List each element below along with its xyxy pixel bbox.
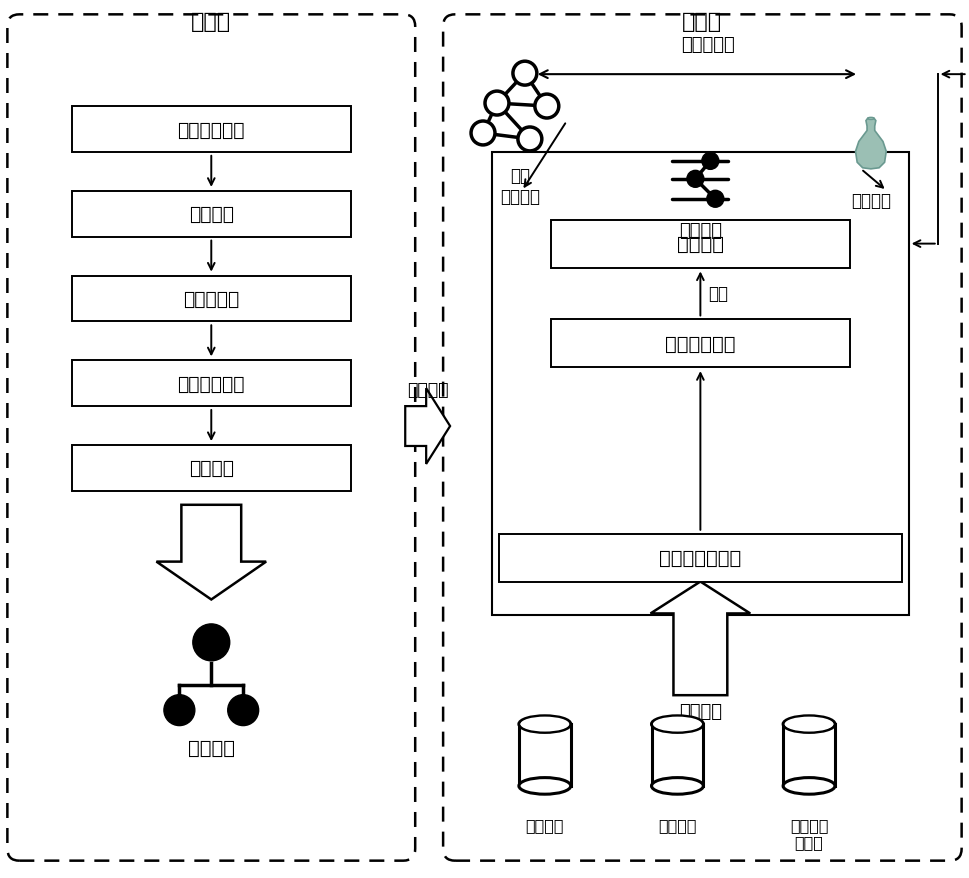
Ellipse shape xyxy=(653,716,702,731)
Text: 本体建模: 本体建模 xyxy=(189,205,234,224)
Ellipse shape xyxy=(651,716,703,732)
Circle shape xyxy=(535,95,559,119)
Ellipse shape xyxy=(519,716,571,732)
Ellipse shape xyxy=(520,716,569,731)
Text: 数据采集: 数据采集 xyxy=(679,702,722,720)
FancyBboxPatch shape xyxy=(550,320,850,368)
Text: 跨模态对齐: 跨模态对齐 xyxy=(681,36,735,54)
Text: 瓷器本体: 瓷器本体 xyxy=(188,738,234,757)
Polygon shape xyxy=(856,119,887,169)
Ellipse shape xyxy=(651,778,703,795)
FancyBboxPatch shape xyxy=(443,15,961,860)
FancyBboxPatch shape xyxy=(492,153,909,615)
FancyBboxPatch shape xyxy=(72,445,351,492)
Polygon shape xyxy=(156,505,266,600)
Ellipse shape xyxy=(867,119,874,120)
Polygon shape xyxy=(650,582,750,695)
Text: 行业网站: 行业网站 xyxy=(525,817,564,831)
Ellipse shape xyxy=(783,716,835,732)
Circle shape xyxy=(485,92,509,116)
FancyBboxPatch shape xyxy=(499,534,902,582)
FancyBboxPatch shape xyxy=(72,107,351,153)
Circle shape xyxy=(687,171,703,188)
Circle shape xyxy=(517,128,542,152)
FancyBboxPatch shape xyxy=(72,361,351,407)
Ellipse shape xyxy=(785,716,833,731)
Text: 概念类定义: 概念类定义 xyxy=(183,290,239,308)
Text: 数据层: 数据层 xyxy=(682,12,723,32)
Text: 领域知识分析: 领域知识分析 xyxy=(177,120,245,140)
Text: 图像采集: 图像采集 xyxy=(677,234,724,254)
Ellipse shape xyxy=(519,778,571,795)
Text: 初始三元组集合: 初始三元组集合 xyxy=(659,549,741,567)
Text: 引导: 引导 xyxy=(708,285,729,303)
Circle shape xyxy=(513,62,537,86)
Text: 图像数据: 图像数据 xyxy=(851,191,891,210)
Text: 领域书籍: 领域书籍 xyxy=(658,817,697,831)
Text: 模型训练: 模型训练 xyxy=(679,221,722,240)
FancyBboxPatch shape xyxy=(550,220,850,269)
Circle shape xyxy=(193,624,230,661)
Circle shape xyxy=(706,191,724,208)
Circle shape xyxy=(702,154,719,170)
FancyBboxPatch shape xyxy=(8,15,415,860)
Text: 属性定义: 属性定义 xyxy=(189,459,234,478)
Text: 文本标题构建: 文本标题构建 xyxy=(665,335,735,354)
Circle shape xyxy=(164,694,195,726)
Text: 层次结构定义: 层次结构定义 xyxy=(177,374,245,393)
Polygon shape xyxy=(405,389,450,464)
Circle shape xyxy=(228,694,259,726)
Circle shape xyxy=(471,122,495,146)
Text: 规则支持: 规则支持 xyxy=(407,381,449,399)
FancyBboxPatch shape xyxy=(72,277,351,322)
Text: 模式层: 模式层 xyxy=(191,12,232,32)
FancyBboxPatch shape xyxy=(72,191,351,237)
Ellipse shape xyxy=(783,778,835,795)
Text: 文本
知识图谱: 文本 知识图谱 xyxy=(500,167,540,205)
Text: 龙泉青瓷
博物馆: 龙泉青瓷 博物馆 xyxy=(790,817,828,849)
